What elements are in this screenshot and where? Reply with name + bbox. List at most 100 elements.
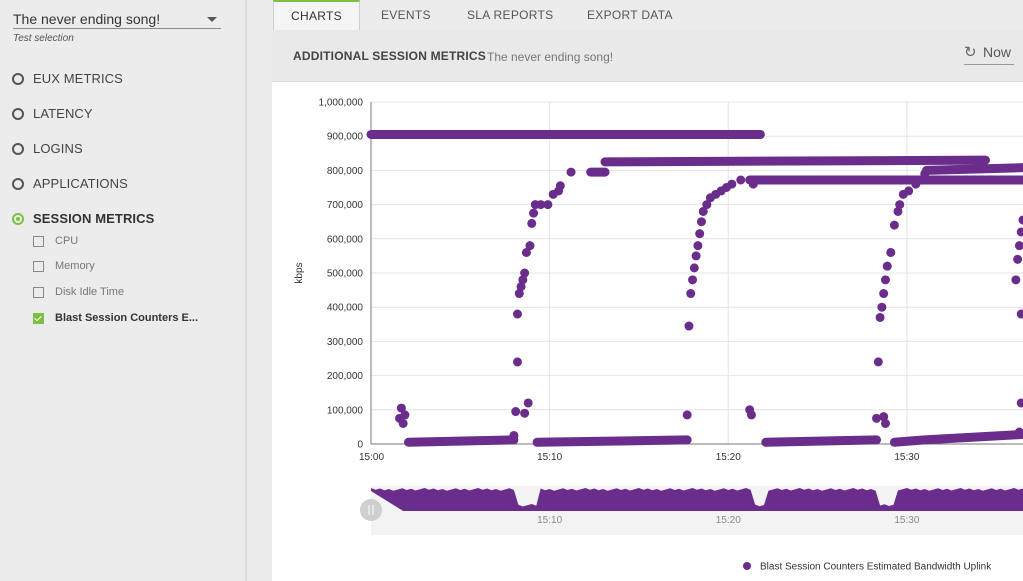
metric-radio-session-metrics[interactable]: SESSION METRICS (12, 210, 232, 230)
data-point (511, 407, 521, 417)
data-point (520, 408, 530, 418)
page-subtitle: The never ending song! (487, 50, 614, 64)
metric-radio-eux[interactable]: EUX METRICS (12, 70, 232, 90)
chart-header: ADDITIONAL SESSION METRICS The never end… (272, 30, 1023, 82)
series-line-segment (404, 435, 519, 447)
test-select-value: The never ending song! (13, 11, 161, 27)
data-point (689, 263, 699, 273)
checkbox-icon (33, 287, 44, 298)
metric-label: LATENCY (33, 106, 93, 121)
series-line-segment (761, 435, 882, 447)
tab-export-data[interactable]: EXPORT DATA (587, 8, 673, 22)
data-point (566, 167, 576, 177)
data-point (555, 181, 565, 191)
tab-events[interactable]: EVENTS (381, 8, 431, 22)
data-point (536, 200, 546, 210)
data-point (872, 413, 882, 423)
radio-selected-icon (12, 213, 24, 225)
data-point (873, 357, 883, 367)
metric-label: SESSION METRICS (33, 211, 155, 226)
data-point (886, 247, 896, 257)
x-tick-label: 15:00 (359, 452, 384, 463)
data-point (875, 312, 885, 322)
data-point (543, 200, 553, 210)
data-point (398, 418, 408, 428)
series-line-segment (922, 163, 1023, 175)
data-point (696, 217, 706, 227)
y-tick-label: 100,000 (327, 405, 364, 416)
data-point (748, 179, 758, 189)
data-point (684, 321, 694, 331)
y-tick-label: 800,000 (327, 166, 364, 177)
y-tick-label: 1,000,000 (319, 98, 364, 109)
y-tick-label: 900,000 (327, 132, 364, 143)
data-point (514, 289, 524, 299)
tab-charts[interactable]: CHARTS (273, 0, 360, 30)
data-point (727, 179, 737, 189)
chart-area: 1,000,000 900,000 800,000 700,000 600,000 500… (272, 83, 1023, 581)
data-point (396, 403, 406, 413)
counter-checkbox-disk-idle-time[interactable]: Disk Idle Time (33, 285, 233, 301)
checkbox-icon (33, 236, 44, 247)
bandwidth-chart: 1,000,000 900,000 800,000 700,000 600,000 500… (294, 98, 1023, 573)
data-point (1011, 275, 1021, 285)
data-point (880, 275, 890, 285)
data-point (877, 302, 887, 312)
data-point (882, 261, 892, 271)
test-select-caption: Test selection (13, 33, 74, 44)
metric-radio-latency[interactable]: LATENCY (12, 105, 232, 125)
counter-checkbox-blast-session[interactable]: Blast Session Counters E... (33, 311, 233, 327)
series-line-segment (889, 429, 1023, 447)
sidebar-divider (245, 0, 247, 581)
data-point (1018, 215, 1023, 225)
data-point (879, 289, 889, 299)
legend-marker (743, 562, 751, 570)
tab-sla-reports[interactable]: SLA REPORTS (467, 8, 554, 22)
data-point (682, 410, 692, 420)
now-button[interactable]: ↻ Now (964, 42, 1014, 65)
navigator-handle (360, 499, 382, 521)
y-tick-label: 700,000 (327, 200, 364, 211)
metric-radio-applications[interactable]: APPLICATIONS (12, 175, 232, 195)
counter-label: CPU (55, 235, 79, 247)
series-line-segment (600, 155, 990, 167)
y-tick-label: 400,000 (327, 303, 364, 314)
refresh-icon: ↻ (964, 44, 977, 61)
data-point (880, 418, 890, 428)
radio-icon (12, 108, 24, 120)
counter-label: Disk Idle Time (55, 286, 125, 298)
y-tick-label: 500,000 (327, 269, 364, 280)
data-point (516, 282, 526, 292)
navigator-tick-label: 15:20 (716, 515, 741, 526)
data-point (688, 275, 698, 285)
metric-radio-logins[interactable]: LOGINS (12, 140, 232, 160)
counter-label: Memory (55, 260, 95, 272)
data-point (736, 175, 746, 185)
counter-checkbox-cpu[interactable]: CPU (33, 234, 233, 250)
data-point (512, 309, 522, 319)
test-select-dropdown[interactable]: The never ending song! (13, 10, 221, 29)
data-point (895, 200, 905, 210)
navigator-series (371, 488, 1023, 511)
data-point (904, 186, 914, 196)
x-tick-label: 15:10 (537, 452, 562, 463)
now-button-label: Now (983, 44, 1012, 60)
y-tick-label: 0 (357, 440, 363, 451)
series-line-segment (532, 435, 692, 447)
data-point (1016, 227, 1023, 237)
data-point (911, 179, 921, 189)
data-point (698, 206, 708, 216)
data-point (512, 357, 522, 367)
data-point (518, 275, 528, 285)
data-point (702, 200, 712, 210)
data-point (527, 218, 537, 228)
navigator-tick-label: 15:10 (537, 515, 562, 526)
counter-checkbox-memory[interactable]: Memory (33, 259, 233, 275)
chevron-down-icon (207, 17, 217, 22)
navigator-tick-label: 15:30 (894, 515, 919, 526)
data-point (523, 398, 533, 408)
data-point (1013, 254, 1023, 264)
data-point (509, 430, 519, 440)
data-point (695, 229, 705, 239)
tab-bar: CHARTS EVENTS SLA REPORTS EXPORT DATA (272, 0, 1023, 30)
